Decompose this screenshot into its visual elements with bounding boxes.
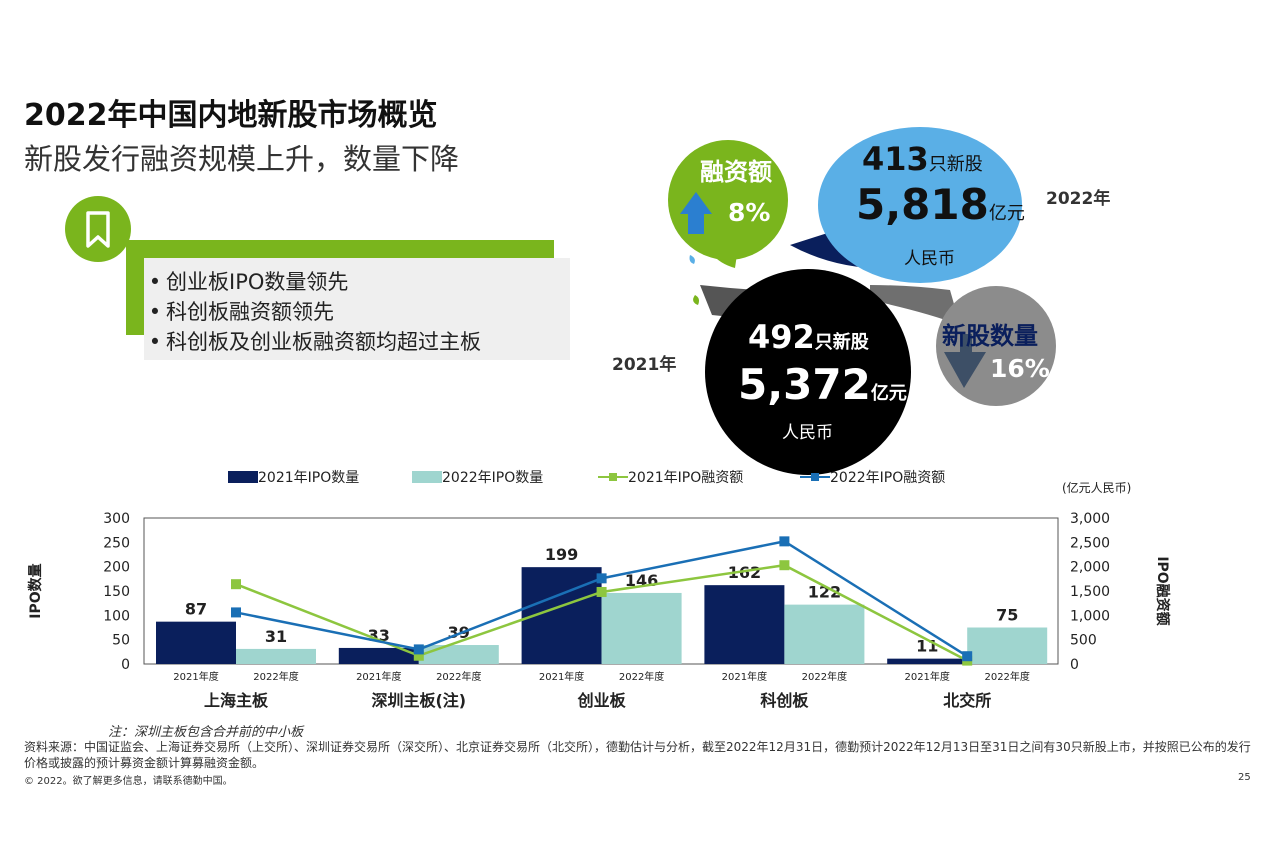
bar-2022 [784, 604, 865, 664]
right-axis-tick-label: 1,500 [1070, 584, 1110, 600]
arrow-down-icon [944, 334, 986, 388]
bar-data-label: 31 [265, 627, 287, 646]
page-subtitle: 新股发行融资规模上升，数量下降 [24, 142, 460, 176]
legend-item: 2022年IPO数量 [412, 467, 543, 487]
line-marker [779, 536, 790, 547]
amount-2022: 5,818亿元 [856, 180, 1025, 229]
category-label: 深圳主板(注) [371, 691, 466, 710]
line-marker [596, 573, 607, 584]
bar-2021 [704, 585, 785, 664]
year-label-2021: 2021年 [612, 355, 677, 375]
line-marker [596, 586, 607, 597]
bar-year-label: 2021年度 [173, 670, 218, 683]
legend-swatch [412, 471, 442, 483]
bar-year-label: 2022年度 [984, 670, 1029, 683]
legend-swatch [228, 471, 258, 483]
highlight-item: • 科创板融资额领先 [148, 300, 334, 324]
highlight-item: • 科创板及创业板融资额均超过主板 [148, 330, 481, 354]
count-2021: 492只新股 [748, 318, 869, 356]
left-axis-tick-label: 50 [112, 633, 130, 649]
bar-2021 [156, 621, 236, 664]
highlights-list: • 创业板IPO数量领先 • 科创板融资额领先 • 科创板及创业板融资额均超过主板 [144, 258, 570, 360]
legend-item: 2022年IPO融资额 [800, 467, 945, 487]
bubble-tail-count [870, 285, 960, 325]
arrow-up-icon [680, 192, 712, 234]
count-2022: 413只新股 [862, 140, 983, 178]
bar-data-label: 199 [545, 545, 578, 564]
left-axis-tick-label: 200 [103, 560, 130, 576]
currency-2022: 人民币 [904, 249, 955, 269]
bar-2021 [338, 647, 419, 664]
bar-data-label: 87 [185, 600, 207, 619]
legend-item: 2021年IPO数量 [228, 467, 359, 487]
bar-year-label: 2022年度 [802, 670, 847, 683]
bar-2022 [967, 627, 1048, 664]
bar-year-label: 2021年度 [539, 670, 584, 683]
right-axis-tick-label: 1,000 [1070, 608, 1110, 624]
bar-2022 [418, 645, 499, 664]
right-axis-tick-label: 2,500 [1070, 535, 1110, 551]
amount-2021: 5,372亿元 [738, 360, 907, 409]
footnote: 注：深圳主板包含合并前的中小板 [108, 725, 304, 740]
right-axis-unit: (亿元人民币) [1062, 481, 1132, 495]
bar-year-label: 2021年度 [722, 670, 767, 683]
currency-2021: 人民币 [782, 423, 833, 443]
financing-label: 融资额 [700, 158, 772, 186]
bar-year-label: 2021年度 [356, 670, 401, 683]
page-number: 25 [1238, 772, 1251, 783]
left-axis-tick-label: 0 [121, 657, 130, 673]
financing-change: 8% [728, 198, 771, 227]
splash-drop [689, 255, 695, 264]
splash-drop [693, 295, 699, 305]
bar-year-label: 2021年度 [904, 670, 949, 683]
line-marker [413, 644, 424, 655]
bar-data-label: 162 [728, 563, 761, 582]
highlight-bar [126, 240, 554, 258]
year-label-2022: 2022年 [1046, 189, 1111, 209]
legend-item: 2021年IPO融资额 [598, 467, 743, 487]
line-marker [413, 650, 424, 661]
bubble-2022 [818, 127, 1022, 283]
bar-data-label: 122 [808, 583, 841, 602]
right-axis-tick-label: 0 [1070, 657, 1079, 673]
legend-swatch [598, 471, 628, 483]
ipo-count-label: 新股数量 [942, 322, 1038, 350]
bookmark-icon [65, 196, 131, 262]
right-axis-tick-label: 2,000 [1070, 560, 1110, 576]
bar-year-label: 2022年度 [619, 670, 664, 683]
line-marker [962, 651, 973, 662]
copyright: © 2022。欲了解更多信息，请联系德勤中国。 [24, 776, 233, 787]
left-axis-tick-label: 300 [103, 511, 130, 527]
right-axis-tick-label: 3,000 [1070, 511, 1110, 527]
bubble-2021 [705, 269, 911, 475]
line-marker [779, 560, 790, 571]
bar-data-label: 75 [996, 606, 1018, 625]
left-axis-title: IPO数量 [27, 563, 44, 618]
legend-swatch [800, 471, 830, 483]
category-label: 北交所 [943, 691, 991, 710]
ipo-count-change: 16% [990, 354, 1050, 383]
highlight-bar-vertical [126, 240, 144, 335]
page-title: 2022年中国内地新股市场概览 [24, 98, 438, 133]
left-axis-tick-label: 100 [103, 608, 130, 624]
bar-2022 [601, 592, 682, 664]
highlight-item: • 创业板IPO数量领先 [148, 270, 349, 294]
bar-2021 [887, 658, 968, 664]
right-axis-title: IPO融资额 [1154, 556, 1171, 625]
left-axis-tick-label: 250 [103, 535, 130, 551]
line-marker [231, 579, 241, 590]
bar-year-label: 2022年度 [436, 670, 481, 683]
bar-year-label: 2022年度 [253, 670, 298, 683]
category-label: 上海主板 [204, 691, 269, 710]
right-axis-tick-label: 500 [1070, 633, 1097, 649]
left-axis-tick-label: 150 [103, 584, 130, 600]
bar-2022 [236, 648, 316, 664]
category-label: 创业板 [577, 691, 627, 710]
line-marker [231, 607, 241, 618]
category-label: 科创板 [760, 691, 809, 710]
source-note: 资料来源：中国证监会、上海证券交易所（上交所）、深圳证券交易所（深交所）、北京证… [24, 740, 1251, 770]
